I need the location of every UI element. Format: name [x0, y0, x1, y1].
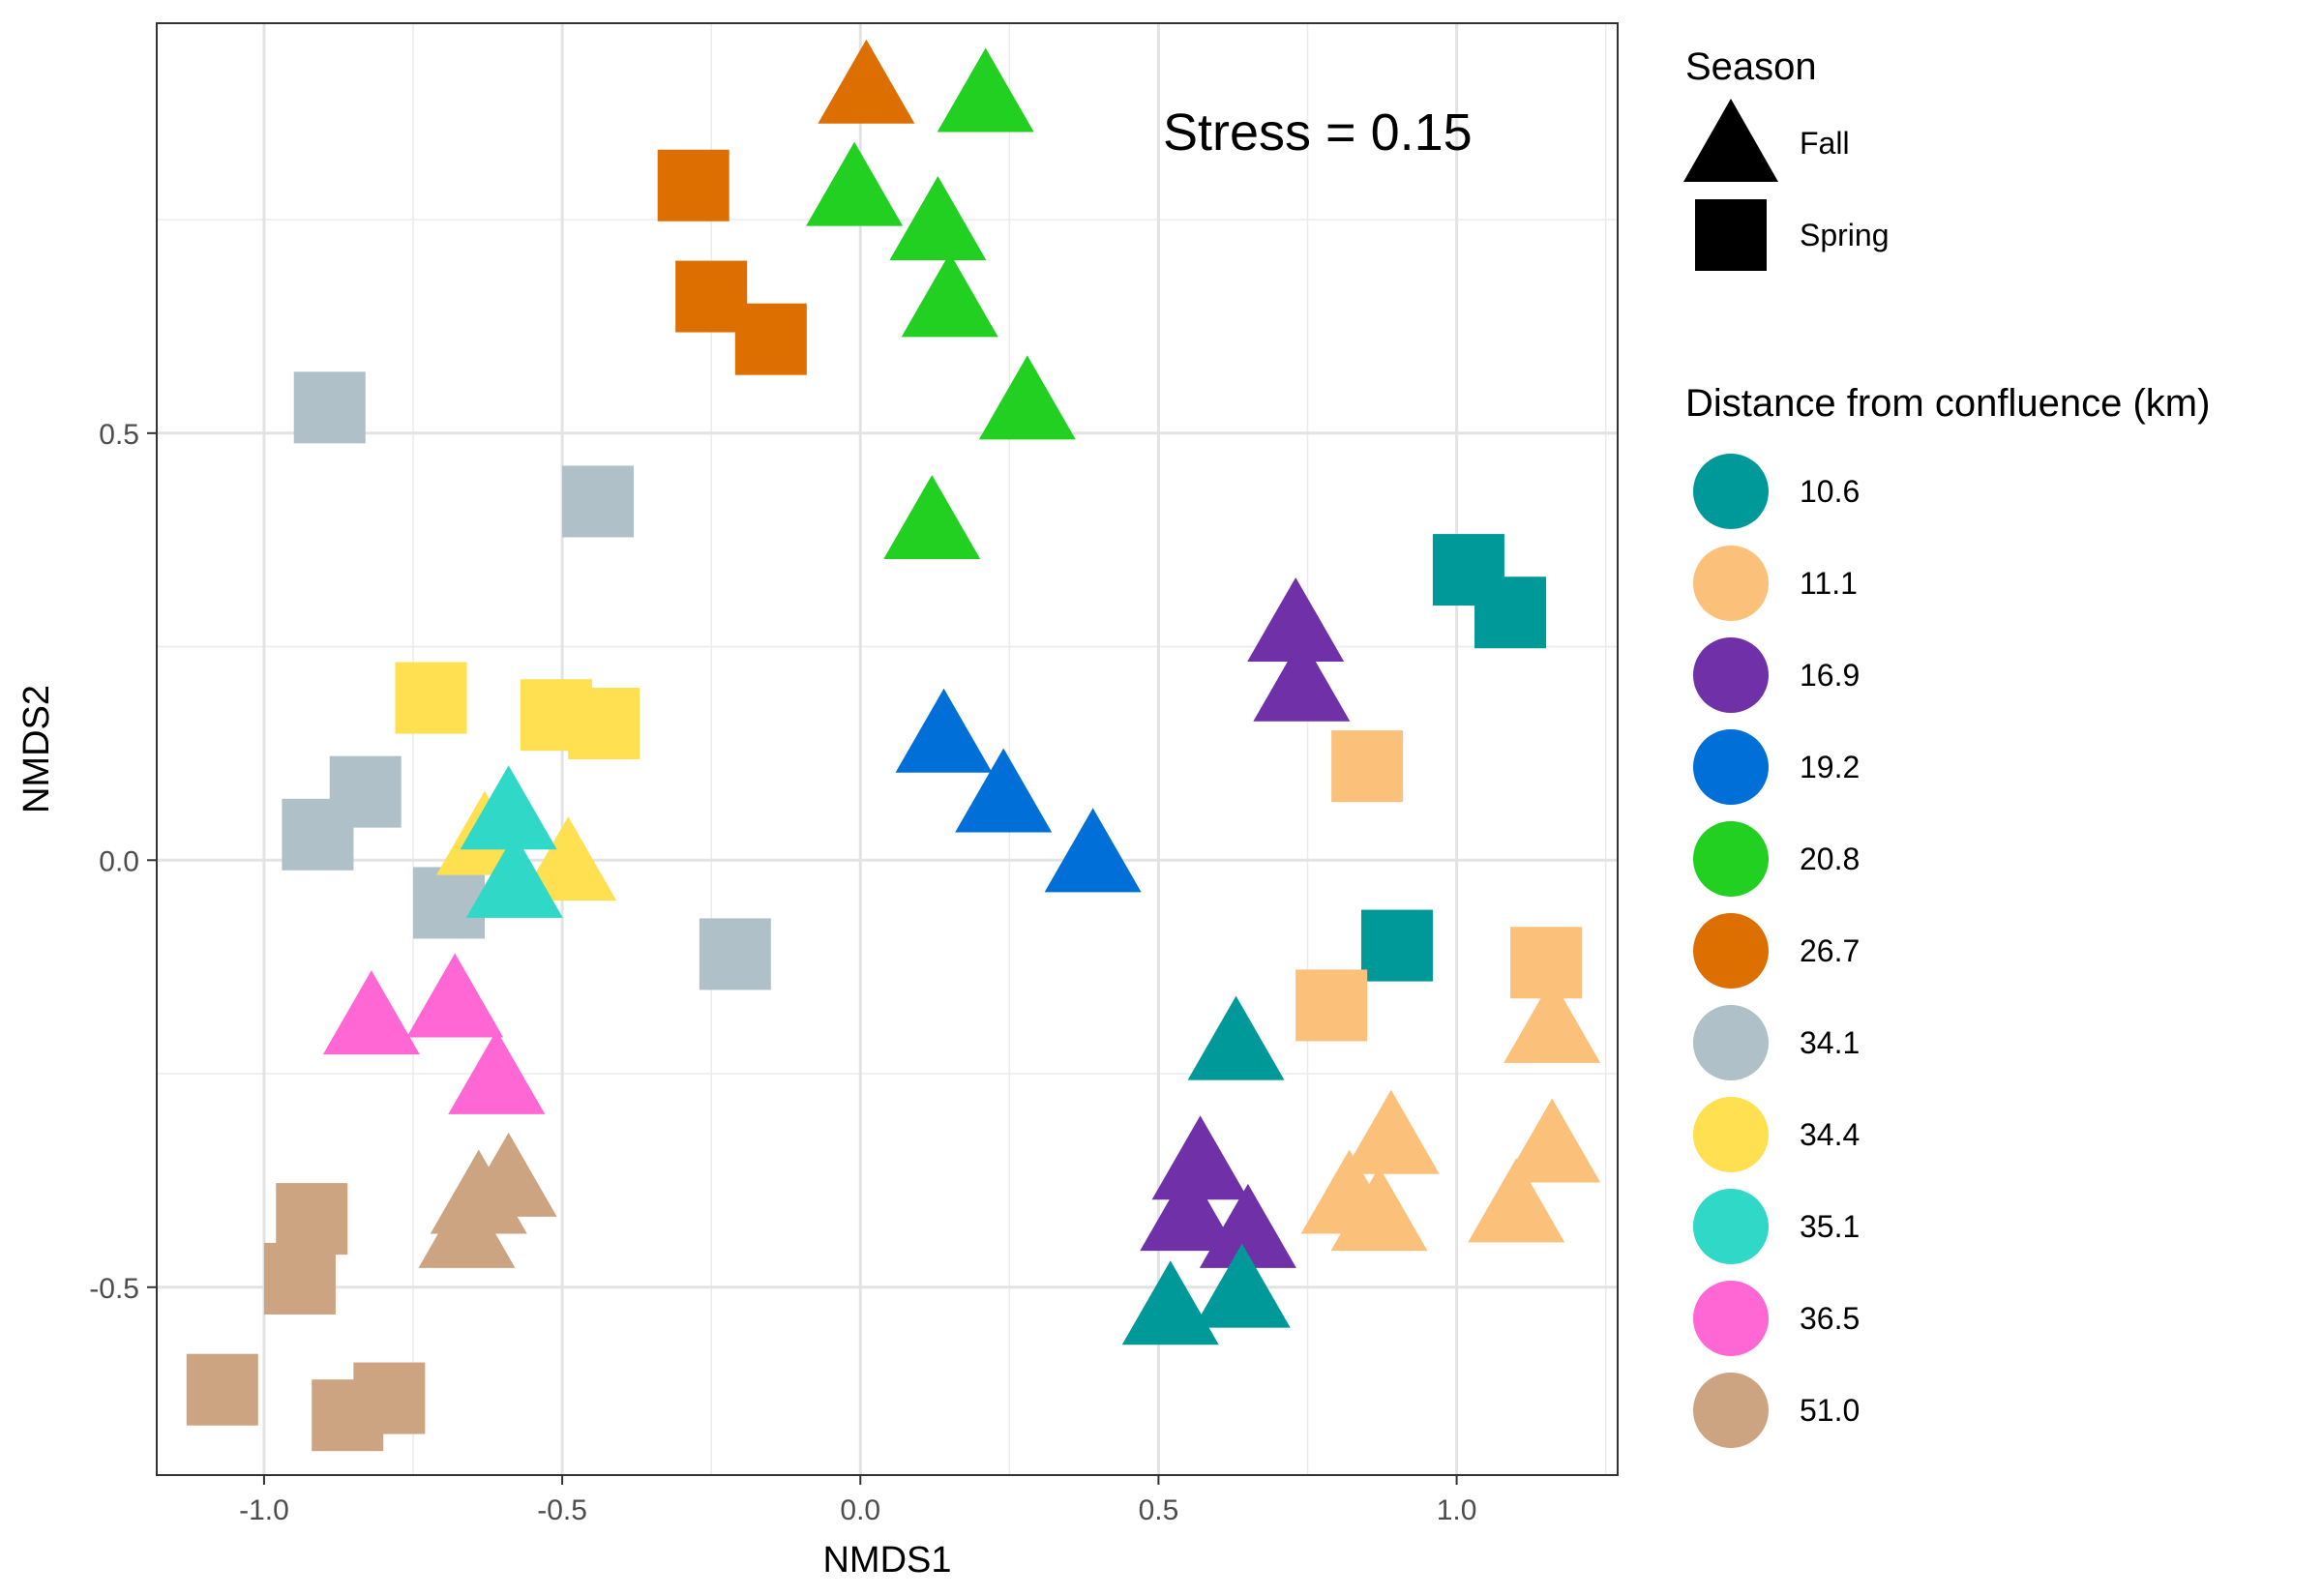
point-spring-10-6 — [1360, 909, 1433, 982]
point-fall-11-1 — [1330, 1167, 1428, 1252]
point-fall-19-2 — [895, 688, 993, 773]
x-tick-label: -1.0 — [239, 1494, 289, 1526]
color-legend-label: 26.7 — [1800, 933, 1860, 968]
point-spring-51-0 — [276, 1183, 348, 1256]
color-legend-swatch — [1693, 1189, 1769, 1264]
color-legend-label: 16.9 — [1800, 658, 1860, 693]
point-fall-16-9 — [1151, 1115, 1249, 1200]
color-legend-swatch — [1693, 1373, 1769, 1448]
point-fall-34-4 — [520, 816, 617, 901]
point-fall-10-6 — [1121, 1260, 1219, 1345]
point-fall-11-1 — [1342, 1089, 1440, 1174]
stress-annotation: Stress = 0.15 — [1163, 103, 1473, 162]
point-fall-11-1 — [1503, 1098, 1601, 1183]
x-tick-label: -0.5 — [537, 1494, 587, 1526]
point-spring-51-0 — [353, 1362, 426, 1434]
x-axis-title: NMDS1 — [822, 1540, 951, 1581]
color-legend-swatch — [1693, 1005, 1769, 1080]
color-legend-label: 34.4 — [1800, 1117, 1860, 1152]
point-spring-34-1 — [413, 867, 485, 939]
point-fall-36-5 — [406, 953, 504, 1038]
color-legend-label: 10.6 — [1800, 474, 1860, 509]
point-fall-20-8 — [978, 355, 1076, 440]
point-spring-26-7 — [657, 149, 729, 222]
point-spring-34-4 — [395, 662, 467, 734]
point-fall-11-1 — [1503, 978, 1601, 1063]
point-fall-16-9 — [1199, 1183, 1296, 1268]
shape-legend-title: Season — [1685, 45, 1817, 88]
color-legend-label: 51.0 — [1800, 1393, 1860, 1428]
x-tick-label: 0.0 — [840, 1494, 880, 1526]
point-fall-20-8 — [901, 252, 998, 338]
point-spring-34-1 — [699, 918, 771, 990]
color-legend-swatch — [1693, 821, 1769, 897]
x-tick-label: 1.0 — [1437, 1494, 1477, 1526]
legend-key-fall — [1683, 99, 1778, 182]
legend-key-spring — [1695, 199, 1767, 271]
color-legend-swatch — [1693, 546, 1769, 621]
point-fall-10-6 — [1187, 995, 1285, 1080]
point-fall-16-9 — [1140, 1167, 1237, 1252]
point-spring-11-1 — [1510, 927, 1583, 999]
points-layer — [186, 39, 1601, 1452]
point-fall-35-1 — [465, 833, 563, 918]
point-spring-34-1 — [562, 465, 635, 538]
point-fall-51-0 — [418, 1183, 516, 1268]
point-fall-19-2 — [1044, 808, 1142, 893]
shape-legend-label: Spring — [1800, 218, 1890, 252]
point-spring-34-4 — [568, 688, 640, 760]
color-legend-label: 11.1 — [1800, 566, 1858, 601]
color-legend-swatch — [1693, 454, 1769, 529]
color-legend-label: 19.2 — [1800, 750, 1860, 784]
shape-legend-label: Fall — [1800, 126, 1850, 161]
axes-layer: -1.0 -0.5 0.0 0.5 1.0 -0.5 0.0 0.5 — [89, 419, 1476, 1526]
point-fall-20-8 — [806, 141, 904, 226]
color-legend-swatch — [1693, 637, 1769, 713]
color-legend-swatch — [1693, 1281, 1769, 1356]
point-spring-26-7 — [734, 303, 807, 375]
point-fall-35-1 — [460, 765, 557, 850]
point-spring-11-1 — [1331, 730, 1404, 803]
x-tick-label: 0.5 — [1139, 1494, 1179, 1526]
color-legend-label: 20.8 — [1800, 842, 1860, 876]
point-spring-51-0 — [186, 1353, 258, 1426]
point-fall-26-7 — [818, 39, 915, 124]
point-spring-34-1 — [282, 798, 354, 871]
point-fall-36-5 — [448, 1029, 546, 1114]
color-legend-label: 35.1 — [1800, 1209, 1860, 1244]
point-fall-16-9 — [1253, 636, 1351, 722]
point-spring-34-1 — [293, 371, 366, 444]
point-fall-16-9 — [1247, 576, 1345, 662]
color-legend-swatch — [1693, 729, 1769, 805]
point-fall-10-6 — [1193, 1243, 1291, 1328]
color-legend-title: Distance from confluence (km) — [1685, 382, 2210, 425]
y-tick-label: -0.5 — [89, 1273, 139, 1305]
color-legend-label: 34.1 — [1800, 1025, 1860, 1060]
color-legend-swatch — [1693, 913, 1769, 989]
point-spring-51-0 — [263, 1242, 336, 1315]
point-spring-10-6 — [1474, 576, 1547, 649]
point-fall-20-8 — [937, 47, 1034, 133]
y-axis-title: NMDS2 — [16, 685, 57, 813]
point-fall-19-2 — [955, 748, 1053, 833]
panel-border — [156, 22, 1619, 1476]
color-legend-label: 36.5 — [1800, 1301, 1860, 1336]
y-tick-label: 0.5 — [99, 419, 139, 451]
legend: Season Fall Spring Distance from confluence… — [1683, 45, 2210, 1448]
y-tick-label: 0.0 — [99, 845, 139, 877]
point-fall-20-8 — [889, 175, 987, 260]
point-fall-36-5 — [322, 970, 420, 1055]
point-spring-11-1 — [1295, 969, 1368, 1042]
color-legend-swatch — [1693, 1097, 1769, 1172]
point-fall-11-1 — [1468, 1158, 1565, 1243]
point-fall-20-8 — [883, 474, 981, 559]
